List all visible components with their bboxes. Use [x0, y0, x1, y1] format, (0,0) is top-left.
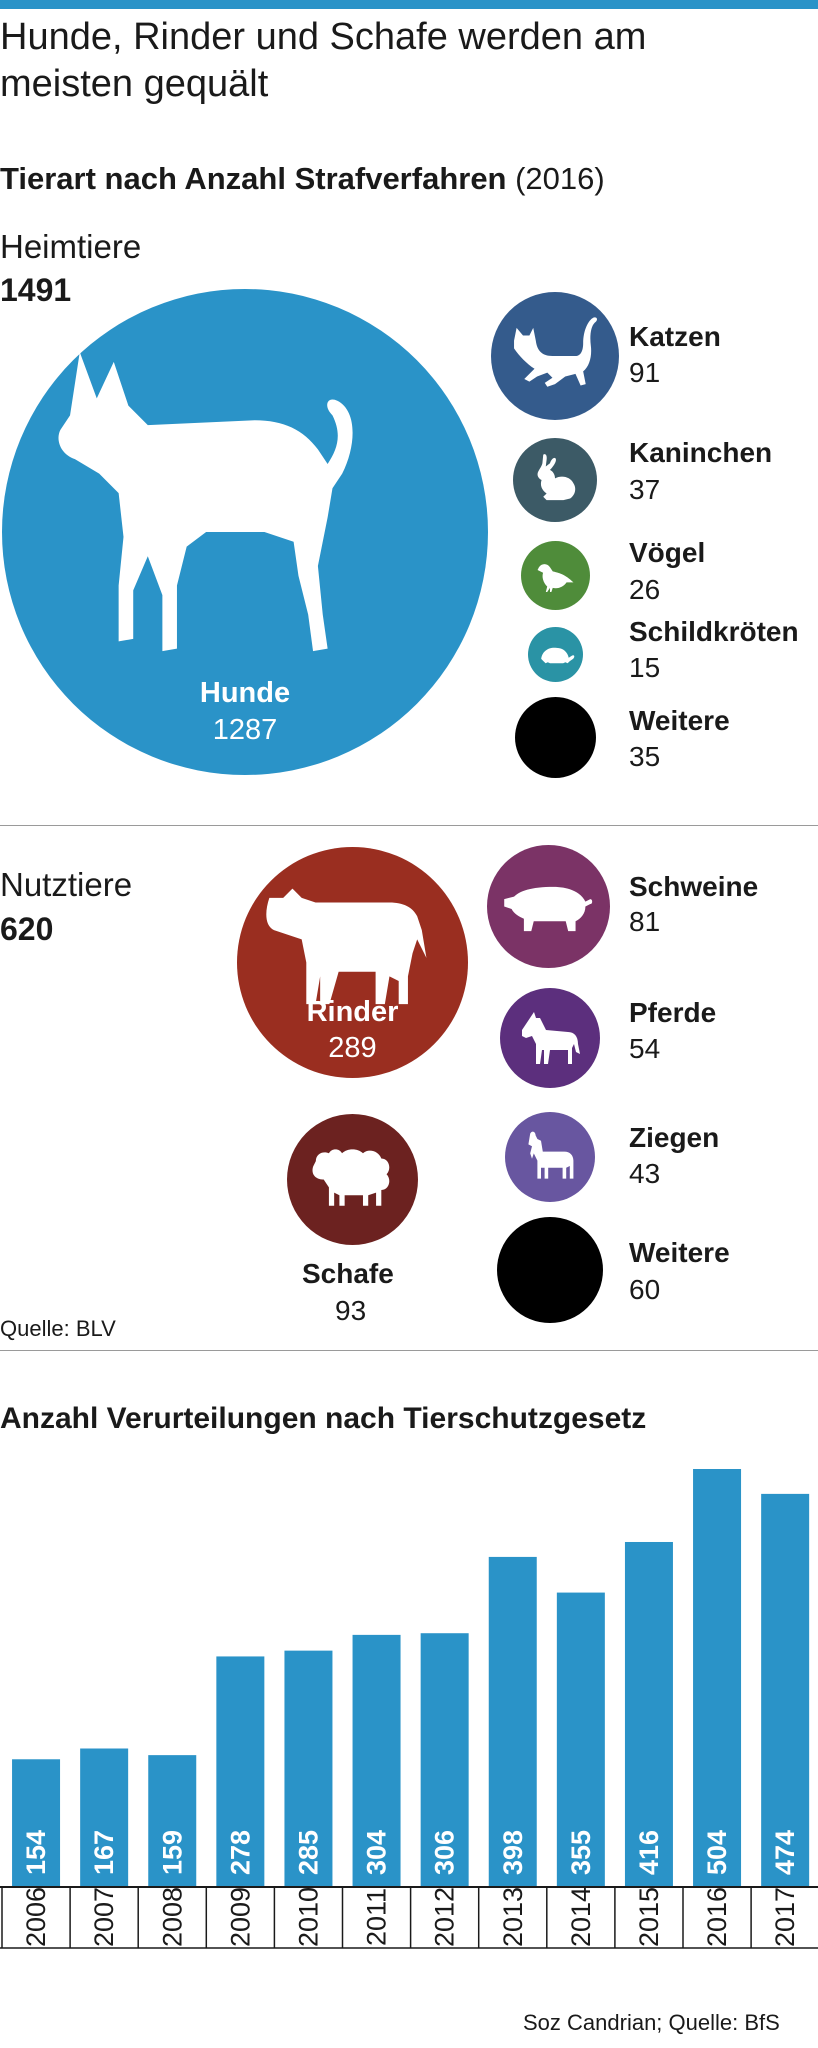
data-label: 304: [362, 1830, 392, 1875]
livestock-other-bubble: [497, 1217, 603, 1323]
horses-name: Pferde: [629, 997, 717, 1028]
divider: [0, 1350, 818, 1351]
pigs-bubble: [487, 845, 610, 968]
subtitle-bold: Tierart nach Anzahl Strafverfahren: [0, 161, 507, 196]
sheep-bubble: [287, 1114, 418, 1245]
sheep-value: 93: [335, 1295, 367, 1326]
dogs-bubble: Hunde 1287: [2, 289, 488, 775]
cattle-bubble: Rinder 289: [237, 847, 468, 1078]
goats-name: Ziegen: [629, 1122, 720, 1153]
turtles-name: Schildkröten: [629, 616, 799, 647]
bar-2010: [284, 1650, 333, 1887]
pets-other-value: 35: [629, 741, 661, 772]
turtles-value: 15: [629, 652, 661, 683]
sheep-icon: [312, 1149, 390, 1206]
pets-other-name: Weitere: [629, 705, 730, 736]
data-label: 285: [293, 1830, 323, 1875]
birds-value: 26: [629, 574, 661, 605]
rabbit-icon: [537, 454, 576, 501]
bar-2009: [216, 1656, 265, 1887]
horses-value: 54: [629, 1033, 661, 1064]
data-label: 159: [157, 1830, 187, 1875]
x-tick-label: 2011: [362, 1888, 392, 1946]
cats-bubble: [491, 292, 619, 420]
dogs-value: 1287: [212, 714, 278, 746]
turtles-bubble: [528, 627, 583, 682]
livestock-other-name: Weitere: [629, 1237, 730, 1268]
data-label: 416: [634, 1830, 664, 1875]
rabbits-bubble: [513, 438, 597, 522]
cat-icon: [514, 317, 597, 387]
sheep-name: Schafe: [302, 1258, 394, 1289]
bar-2011: [352, 1634, 401, 1887]
livestock-total: 620: [0, 911, 54, 947]
x-tick-label: 2013: [498, 1887, 528, 1947]
bar-2015: [624, 1541, 673, 1887]
x-tick-label: 2014: [566, 1887, 596, 1947]
cattle-value: 289: [328, 1032, 377, 1064]
bar-2014: [556, 1592, 605, 1887]
x-tick-label: 2007: [89, 1887, 119, 1947]
dogs-name: Hunde: [199, 677, 291, 709]
pets-other-bubble: [515, 697, 596, 778]
data-label: 278: [225, 1830, 255, 1875]
dog-icon: [58, 352, 353, 652]
birds-name: Vögel: [629, 537, 706, 568]
bar-2012: [420, 1633, 469, 1887]
pigs-value: 81: [629, 906, 661, 937]
pig-icon: [504, 886, 593, 932]
turtle-icon: [541, 647, 575, 664]
x-tick-label: 2010: [293, 1887, 323, 1947]
goats-bubble: [505, 1112, 595, 1202]
top-accent-bar: [0, 0, 818, 9]
data-label: 474: [770, 1830, 800, 1875]
cats-value: 91: [629, 357, 661, 388]
bar-2016: [693, 1469, 742, 1887]
horses-bubble: [500, 988, 600, 1088]
data-label: 154: [21, 1830, 51, 1875]
birds-bubble: [521, 541, 590, 610]
horse-icon: [522, 1012, 580, 1064]
x-tick-label: 2008: [157, 1887, 187, 1947]
source-bfs: Soz Candrian; Quelle: BfS: [523, 2010, 780, 2035]
goats-value: 43: [629, 1158, 661, 1189]
x-tick-label: 2012: [430, 1887, 460, 1947]
bar-2007: [80, 1748, 129, 1887]
cattle-name: Rinder: [306, 996, 399, 1028]
source-blv: Quelle: BLV: [0, 1316, 116, 1341]
x-tick-label: 2015: [634, 1887, 664, 1947]
data-label: 398: [498, 1830, 528, 1875]
bird-icon: [537, 564, 574, 593]
data-label: 355: [566, 1830, 596, 1875]
divider: [0, 825, 818, 826]
chart-title: Anzahl Verurteilungen nach Tierschutzges…: [0, 1402, 647, 1435]
bar-2008: [148, 1755, 197, 1887]
goat-icon: [528, 1131, 574, 1179]
x-tick-label: 2006: [21, 1887, 51, 1947]
cats-name: Katzen: [629, 321, 721, 352]
pets-total: 1491: [0, 272, 72, 308]
pigs-name: Schweine: [629, 871, 759, 902]
livestock-other-value: 60: [629, 1274, 661, 1305]
bar-2013: [488, 1556, 537, 1887]
pets-label: Heimtiere: [0, 228, 142, 265]
bar-chart: 154 167 159 278 285 304 306 398 355 416 504 474 2006…: [0, 1469, 818, 1949]
page-title: Hunde, Rinder und Schafe werden am meist…: [0, 16, 647, 105]
x-tick-label: 2009: [225, 1887, 255, 1947]
rabbits-value: 37: [629, 474, 661, 505]
data-label: 306: [430, 1830, 460, 1875]
bar-2017: [761, 1493, 810, 1887]
x-tick-label: 2016: [702, 1887, 732, 1947]
data-label: 504: [702, 1830, 732, 1875]
cow-icon: [266, 888, 427, 1005]
section-subtitle: Tierart nach Anzahl Strafverfahren (2016…: [0, 161, 605, 197]
livestock-label: Nutztiere: [0, 866, 133, 903]
bar-2006: [12, 1759, 61, 1887]
x-tick-label: 2017: [770, 1887, 800, 1947]
rabbits-name: Kaninchen: [629, 437, 773, 468]
subtitle-year: (2016): [506, 161, 605, 196]
data-label: 167: [89, 1830, 119, 1875]
